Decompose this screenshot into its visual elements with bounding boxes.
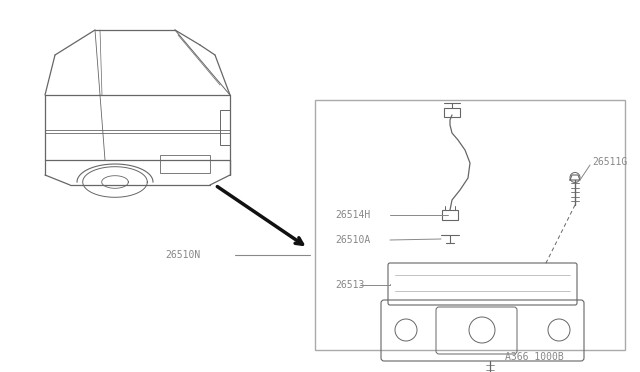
Bar	[220, 110, 230, 145]
Text: 26510A: 26510A	[335, 235, 371, 245]
Text: A366 1000B: A366 1000B	[505, 352, 564, 362]
Bar	[160, 155, 210, 173]
Bar	[442, 210, 458, 220]
Text: 26513: 26513	[335, 280, 364, 290]
Bar	[444, 108, 460, 117]
Text: 26511G: 26511G	[592, 157, 627, 167]
Text: 26510N: 26510N	[165, 250, 200, 260]
Text: 26514H: 26514H	[335, 210, 371, 220]
Bar	[315, 100, 625, 350]
